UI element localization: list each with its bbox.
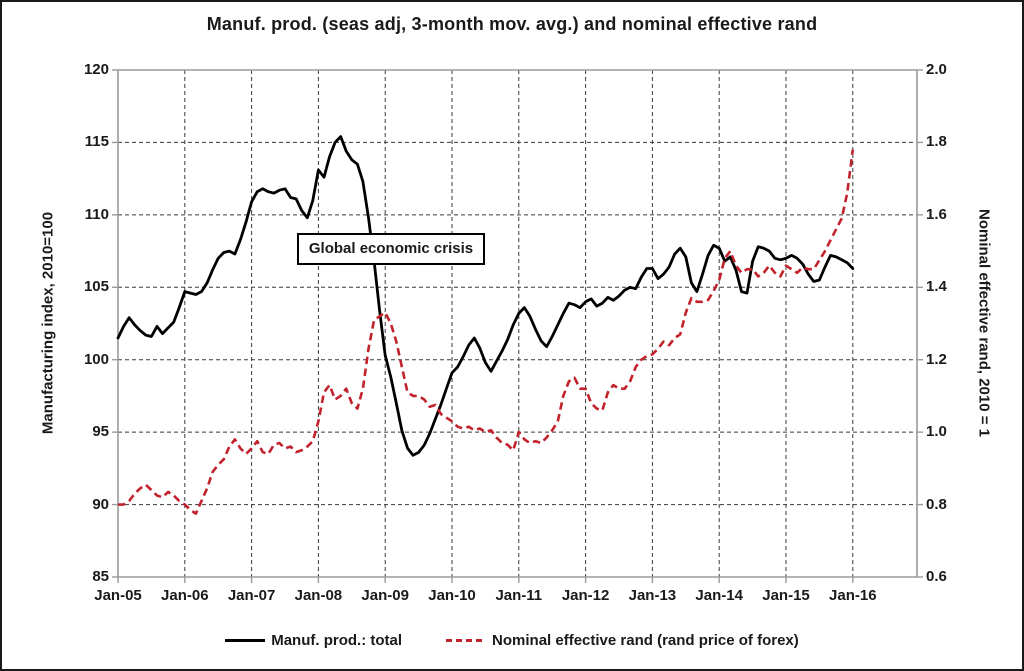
- x-axis-tick-label: Jan-07: [227, 587, 276, 604]
- x-axis-tick-label: Jan-10: [428, 587, 476, 604]
- right-axis-tick-label: 1.4: [926, 278, 947, 296]
- left-axis-title: Manufacturing index, 2010=100: [39, 211, 57, 435]
- left-axis-tick-label: 90: [92, 495, 109, 513]
- legend-line-solid-icon: [225, 639, 266, 642]
- legend-line-dashed-icon: [446, 639, 487, 642]
- x-axis-tick-label: Jan-11: [495, 587, 543, 604]
- legend-item-manuf-prod: Manuf. prod.: total: [225, 632, 402, 649]
- x-axis-tick-label: Jan-08: [294, 587, 343, 604]
- x-axis-tick-label: Jan-13: [628, 587, 677, 604]
- right-axis-tick-label: 0.8: [926, 495, 947, 513]
- legend: Manuf. prod.: total Nominal effective ra…: [2, 632, 1022, 649]
- x-axis-tick-label: Jan-16: [829, 587, 877, 604]
- x-axis-tick-label: Jan-09: [361, 587, 409, 604]
- left-axis-tick-label: 95: [92, 423, 109, 441]
- legend-item-nominal-rand: Nominal effective rand (rand price of fo…: [446, 632, 799, 649]
- right-axis-tick-label: 1.8: [926, 133, 947, 151]
- x-axis-tick-label: Jan-15: [762, 587, 810, 604]
- x-axis-tick-label: Jan-06: [161, 587, 209, 604]
- right-axis-tick-label: 2.0: [926, 61, 947, 78]
- right-axis-title: Nominal effective rand, 2010 = 1: [975, 208, 993, 438]
- left-axis-tick-label: 120: [83, 61, 109, 78]
- x-axis-tick-label: Jan-05: [94, 587, 142, 604]
- chart-title: Manuf. prod. (seas adj, 3-month mov. avg…: [206, 14, 818, 34]
- left-axis-tick-label: 100: [83, 350, 109, 368]
- left-axis-tick-label: 115: [84, 133, 109, 151]
- right-axis-tick-label: 0.6: [926, 568, 947, 585]
- right-axis-tick-label: 1.0: [926, 423, 947, 441]
- manuf-prod-line: [116, 135, 855, 457]
- left-axis-tick-label: 110: [84, 205, 109, 223]
- left-axis-tick-label: 85: [92, 568, 109, 585]
- left-axis-tick-label: 105: [83, 278, 109, 296]
- annotation-global-economic-crisis: Global economic crisis: [297, 233, 485, 265]
- right-axis-tick-label: 1.6: [926, 205, 947, 223]
- nominal-rand-line: [118, 149, 855, 515]
- right-axis-tick-label: 1.2: [926, 350, 947, 368]
- x-axis-tick-label: Jan-12: [561, 587, 610, 604]
- legend-label-nominal-rand: Nominal effective rand (rand price of fo…: [492, 632, 799, 649]
- legend-label-manuf-prod: Manuf. prod.: total: [271, 632, 403, 649]
- x-axis-tick-label: Jan-14: [695, 587, 743, 604]
